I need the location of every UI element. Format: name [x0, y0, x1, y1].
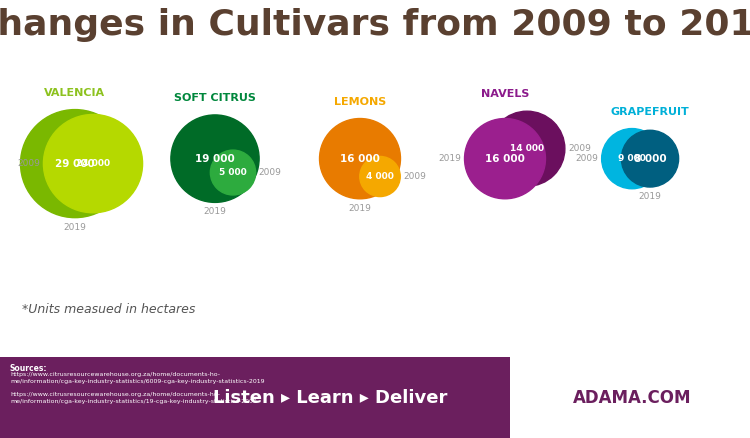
Text: 24 000: 24 000 [76, 159, 110, 168]
Text: 14 000: 14 000 [510, 144, 544, 153]
Text: VALENCIA: VALENCIA [44, 88, 106, 98]
Circle shape [171, 115, 259, 202]
Polygon shape [550, 338, 610, 357]
Circle shape [320, 119, 400, 199]
Circle shape [210, 150, 256, 195]
Text: 2009: 2009 [259, 168, 281, 177]
Text: 2019: 2019 [638, 192, 662, 201]
Text: 29 000: 29 000 [56, 159, 94, 169]
Text: ADAMA.COM: ADAMA.COM [573, 389, 692, 407]
Text: 2019: 2019 [203, 207, 226, 216]
Text: GRAPEFRUIT: GRAPEFRUIT [610, 106, 689, 117]
Polygon shape [510, 357, 750, 438]
Text: 2009: 2009 [568, 144, 591, 153]
Text: Listen ▸ Learn ▸ Deliver: Listen ▸ Learn ▸ Deliver [213, 389, 447, 407]
Circle shape [464, 119, 545, 199]
Text: 4 000: 4 000 [366, 172, 394, 181]
Text: 2019: 2019 [439, 154, 461, 163]
Text: https://www.citrusresourcewarehouse.org.za/home/documents-ho-
me/information/cga: https://www.citrusresourcewarehouse.org.… [10, 392, 256, 404]
Text: 2019: 2019 [349, 204, 371, 213]
Circle shape [360, 156, 401, 197]
Text: NAVELS: NAVELS [481, 89, 530, 99]
Text: 2009: 2009 [576, 154, 598, 163]
Circle shape [622, 130, 679, 187]
Text: 19 000: 19 000 [195, 154, 235, 164]
Text: *Units measued in hectares: *Units measued in hectares [22, 303, 195, 316]
Text: 16 000: 16 000 [340, 154, 380, 164]
Text: SOFT CITRUS: SOFT CITRUS [174, 93, 256, 103]
Text: Sources:: Sources: [10, 364, 47, 373]
Circle shape [489, 111, 565, 186]
Circle shape [602, 128, 662, 189]
Text: 2009: 2009 [404, 172, 426, 181]
Circle shape [44, 114, 142, 213]
Text: 5 000: 5 000 [219, 168, 247, 177]
Text: Changes in Cultivars from 2009 to 2019: Changes in Cultivars from 2009 to 2019 [0, 8, 750, 42]
Text: 2009: 2009 [17, 159, 40, 168]
Text: https://www.citrusresourcewarehouse.org.za/home/documents-ho-
me/information/cga: https://www.citrusresourcewarehouse.org.… [10, 372, 265, 384]
Circle shape [20, 110, 130, 218]
FancyBboxPatch shape [0, 357, 750, 438]
Text: 16 000: 16 000 [485, 154, 525, 164]
Text: 8 000: 8 000 [634, 154, 666, 164]
Text: LEMONS: LEMONS [334, 97, 386, 106]
Text: 2019: 2019 [64, 223, 86, 232]
Text: 9 000: 9 000 [618, 154, 646, 163]
